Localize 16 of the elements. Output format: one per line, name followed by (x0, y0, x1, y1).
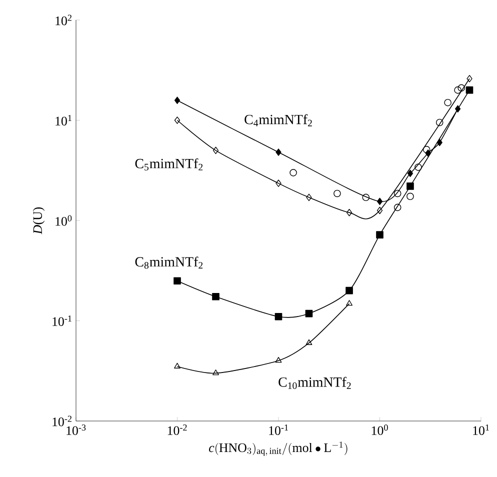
y-tick-label: 10$^{-1}$ (52, 316, 72, 326)
y-axis-title: D(U) (32, 207, 45, 234)
x-tick-label: 10$^{-3}$ (66, 424, 86, 435)
x-tick-label: 10$^{-1}$ (269, 424, 288, 435)
series-label: C$_{10}$mimNTf$_{2}$ (278, 376, 351, 389)
series-label: C$_{5}$mimNTf$_{2}$ (135, 158, 203, 170)
x-tick-label: 10$^{0}$ (372, 424, 388, 436)
y-tick-label: 10$^{1}$ (56, 115, 72, 126)
x-tick-label: 10$^{-2}$ (168, 424, 187, 435)
y-tick-label: 10$^{2}$ (56, 14, 72, 26)
series-label: C$_{4}$mimNTf$_{2}$ (244, 114, 312, 126)
x-tick-label: 10$^{1}$ (473, 424, 489, 435)
y-tick-label: 10$^{0}$ (56, 215, 72, 226)
x-axis-title: $\mathit{c}(\mathrm{HNO}_{3})_{\mathrm{aq,\,init}}/(\mathrm{mol}\bullet\mathrm{L}^{-1})$ (208, 442, 348, 456)
series-label: C$_{8}$mimNTf$_{2}$ (135, 256, 203, 269)
y-tick-label: 10$^{-2}$ (52, 416, 72, 426)
